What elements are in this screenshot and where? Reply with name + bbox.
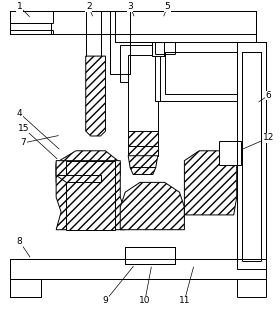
Bar <box>242 52 261 261</box>
Text: 9: 9 <box>102 296 108 305</box>
Polygon shape <box>128 131 158 146</box>
Polygon shape <box>130 168 156 174</box>
Polygon shape <box>128 146 158 156</box>
Bar <box>165 52 247 94</box>
Bar <box>155 42 256 101</box>
Text: 8: 8 <box>17 237 22 246</box>
Bar <box>152 42 164 56</box>
Text: 3: 3 <box>127 2 133 11</box>
Bar <box>115 11 256 42</box>
Bar <box>125 247 174 264</box>
Polygon shape <box>56 175 101 182</box>
Bar <box>120 45 165 82</box>
Text: 5: 5 <box>165 2 171 11</box>
Polygon shape <box>56 161 125 230</box>
Polygon shape <box>56 151 120 175</box>
Text: 15: 15 <box>18 124 29 133</box>
Bar <box>160 52 251 101</box>
Bar <box>66 161 115 230</box>
Text: 10: 10 <box>139 296 151 305</box>
Text: 1: 1 <box>17 2 22 11</box>
Bar <box>10 11 115 34</box>
Bar <box>10 259 266 279</box>
Polygon shape <box>56 165 71 182</box>
Bar <box>10 279 41 297</box>
Text: 12: 12 <box>263 134 274 143</box>
Bar <box>237 42 266 269</box>
Text: 2: 2 <box>86 2 92 11</box>
Bar <box>128 55 158 131</box>
Polygon shape <box>185 151 237 215</box>
Polygon shape <box>128 156 158 168</box>
Text: 7: 7 <box>21 139 27 147</box>
Text: 4: 4 <box>17 109 22 118</box>
Bar <box>221 141 239 161</box>
Polygon shape <box>120 182 185 230</box>
Bar <box>219 141 241 165</box>
Polygon shape <box>86 56 106 136</box>
Text: 11: 11 <box>179 296 190 305</box>
Text: 6: 6 <box>265 91 271 100</box>
